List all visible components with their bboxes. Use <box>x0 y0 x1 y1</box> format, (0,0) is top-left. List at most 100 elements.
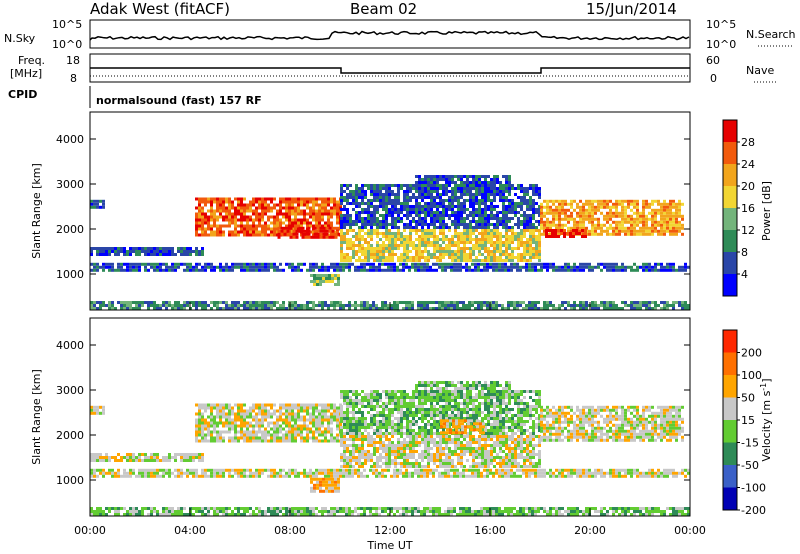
heatmap-cell <box>234 224 237 228</box>
heatmap-cell <box>411 474 414 478</box>
heatmap-cell <box>294 403 297 407</box>
heatmap-cell <box>579 220 582 224</box>
heatmap-cell <box>331 483 334 487</box>
heatmap-cell <box>379 223 382 226</box>
heatmap-cell <box>672 262 675 266</box>
heatmap-cell <box>318 415 321 419</box>
heatmap-cell <box>372 471 375 475</box>
heatmap-cell <box>472 202 475 205</box>
heatmap-cell <box>555 265 558 269</box>
heatmap-cell <box>430 232 433 235</box>
heatmap-cell <box>630 199 633 203</box>
heatmap-cell <box>361 223 364 226</box>
heatmap-cell <box>210 421 213 425</box>
heatmap-cell <box>478 181 481 184</box>
heatmap-cell <box>396 304 399 307</box>
heatmap-cell <box>306 406 309 410</box>
heatmap-cell <box>90 468 93 472</box>
heatmap-cell <box>258 474 261 478</box>
heatmap-cell <box>195 403 198 407</box>
heatmap-cell <box>516 301 519 304</box>
colorbar-segment <box>723 274 737 296</box>
heatmap-cell <box>234 218 237 222</box>
heatmap-cell <box>495 268 498 272</box>
heatmap-cell <box>514 187 517 190</box>
heatmap-cell <box>346 193 349 196</box>
heatmap-cell <box>325 232 329 236</box>
heatmap-cell <box>420 471 423 475</box>
heatmap-cell <box>540 208 543 212</box>
heatmap-cell <box>520 244 523 247</box>
heatmap-cell <box>507 265 510 269</box>
heatmap-cell <box>502 259 505 262</box>
heatmap-cell <box>441 304 444 307</box>
heatmap-cell <box>132 456 135 459</box>
heatmap-cell <box>633 220 636 224</box>
heatmap-cell <box>198 224 201 228</box>
heatmap-cell <box>309 301 312 304</box>
heatmap-cell <box>261 468 264 472</box>
heatmap-cell <box>597 232 600 236</box>
heatmap-cell <box>285 215 288 219</box>
heatmap-cell <box>192 304 195 307</box>
heatmap-cell <box>438 307 441 310</box>
heatmap-cell <box>535 208 538 211</box>
heatmap-cell <box>340 244 343 247</box>
heatmap-cell <box>517 256 520 259</box>
heatmap-cell <box>555 307 558 310</box>
heatmap-cell <box>663 205 666 209</box>
heatmap-cell <box>457 247 460 250</box>
heatmap-cell <box>267 268 270 272</box>
heatmap-cell <box>318 412 321 416</box>
heatmap-cell <box>630 223 633 227</box>
heatmap-cell <box>355 253 358 256</box>
heatmap-cell <box>657 199 660 203</box>
heatmap-cell <box>198 301 201 304</box>
heatmap-cell <box>406 202 409 205</box>
heatmap-cell <box>450 268 453 272</box>
heatmap-cell <box>549 301 552 304</box>
heatmap-cell <box>529 253 532 256</box>
heatmap-cell <box>306 218 309 222</box>
heatmap-cell <box>213 439 216 443</box>
heatmap-cell <box>466 178 469 181</box>
heatmap-cell <box>451 175 454 178</box>
heatmap-cell <box>546 226 549 230</box>
heatmap-cell <box>417 262 420 266</box>
heatmap-cell <box>340 208 343 211</box>
heatmap-cell <box>594 471 597 475</box>
heatmap-cell <box>379 202 382 205</box>
heatmap-cell <box>388 202 391 205</box>
heatmap-cell <box>328 477 331 481</box>
heatmap-cell <box>420 307 423 310</box>
heatmap-cell <box>618 265 621 269</box>
heatmap-cell <box>481 232 484 235</box>
heatmap-cell <box>460 214 463 217</box>
heatmap-cell <box>549 468 552 472</box>
heatmap-cell <box>255 224 258 228</box>
heatmap-cell <box>364 202 367 205</box>
heatmap-cell <box>657 471 660 475</box>
heatmap-cell <box>487 175 490 178</box>
heatmap-cell <box>579 474 582 478</box>
heatmap-cell <box>336 474 339 478</box>
heatmap-cell <box>132 471 135 475</box>
heatmap-cell <box>324 221 327 225</box>
heatmap-cell <box>306 197 309 201</box>
heatmap-cell <box>442 241 445 244</box>
heatmap-cell <box>397 187 400 190</box>
heatmap-cell <box>493 199 496 202</box>
heatmap-cell <box>469 247 472 250</box>
heatmap-cell <box>402 301 405 304</box>
heatmap-cell <box>171 247 174 250</box>
heatmap-cell <box>663 468 666 472</box>
heatmap-cell <box>93 304 96 307</box>
heatmap-cell <box>198 262 201 266</box>
heatmap-cell <box>478 187 481 190</box>
heatmap-cell <box>334 477 337 481</box>
heatmap-cell <box>249 304 252 307</box>
heatmap-cell <box>511 199 514 202</box>
heatmap-cell <box>394 241 397 244</box>
heatmap-cell <box>469 199 472 202</box>
